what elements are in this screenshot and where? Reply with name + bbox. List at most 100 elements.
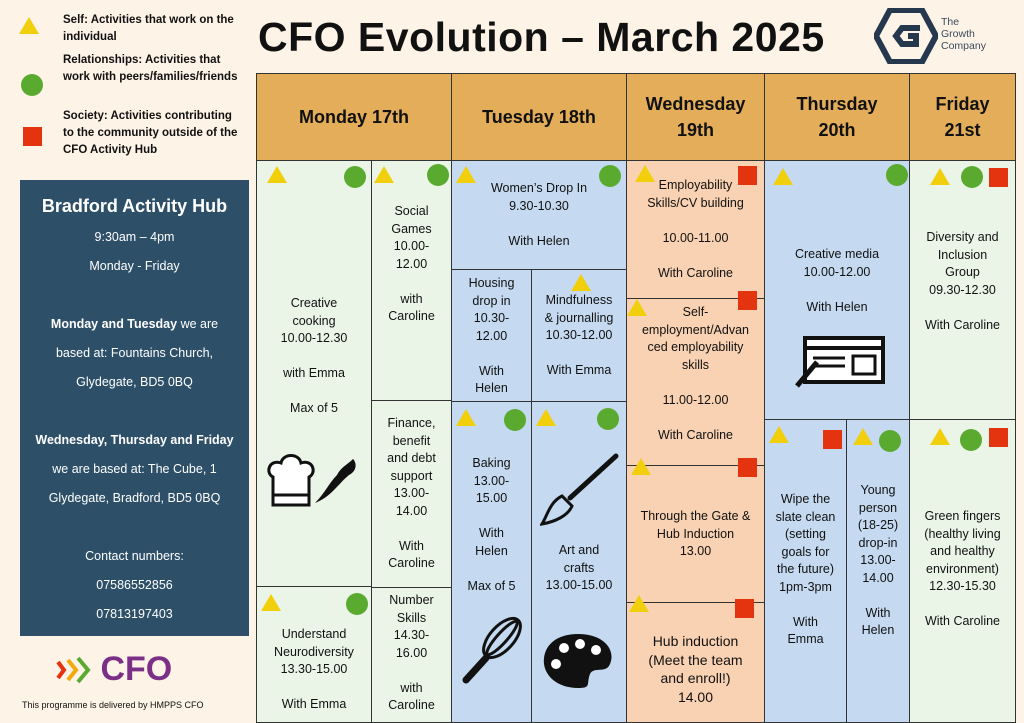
- hub-wtf-title: Wednesday, Thursday and Friday: [35, 433, 234, 447]
- session-line: Employability: [658, 178, 733, 192]
- session-text: Women’s Drop In 9.30-10.30 With Helen: [452, 180, 626, 250]
- web-design-icon: [795, 336, 885, 388]
- session-line: Baking: [472, 456, 511, 470]
- header-friday: Friday 21st: [909, 73, 1016, 161]
- session-line: 13.00-15.00: [545, 578, 613, 592]
- session-baking: Baking 13.00- 15.00 With Helen Max of 5: [451, 401, 532, 723]
- session-line: person: [858, 500, 898, 515]
- session-line: [910, 299, 1015, 317]
- session-neurodiversity: Understand Neurodiversity 13.30-15.00 With…: [256, 586, 372, 723]
- paintbrush-icon: [540, 453, 619, 526]
- session-line: Helen: [475, 543, 508, 558]
- session-line: [627, 247, 764, 265]
- session-line: Finance,: [387, 416, 436, 430]
- session-text: Self-employment/Advan ced employability sk…: [627, 304, 764, 444]
- session-line: 10.00-12.30: [280, 331, 348, 345]
- session-text: Understand Neurodiversity 13.30-15.00 With…: [257, 626, 371, 714]
- whisk-icon: [462, 616, 522, 684]
- chef-hat-chilli-icon: [267, 454, 356, 507]
- session-line: 15.00: [475, 491, 508, 505]
- session-text: Creative media 10.00-12.00 With Helen: [765, 246, 909, 316]
- header-thursday: Thursday 20th: [764, 73, 910, 161]
- session-text: Employability Skills/CV building 10.00-11…: [627, 177, 764, 282]
- session-line: environment): [926, 561, 999, 576]
- paint-palette-icon: [543, 634, 612, 688]
- session-line: Inclusion: [937, 247, 988, 262]
- session-art-and-crafts: Art and crafts 13.00-15.00: [531, 401, 627, 723]
- session-line: [452, 560, 531, 578]
- session-finance-support: Finance, benefit and debt support 13.00- 14.0…: [371, 400, 452, 588]
- session-diversity-inclusion: Diversity and Inclusion Group 09.30-12.30 W…: [909, 160, 1016, 420]
- session-line: Helen: [861, 623, 895, 637]
- header-wednesday: Wednesday 19th: [626, 73, 765, 161]
- session-line: 10.00-12.00: [803, 264, 871, 279]
- hub-wtf-line2: we are based at: The Cube, 1: [52, 462, 217, 476]
- header-tuesday: Tuesday 18th: [451, 73, 627, 161]
- session-line: Neurodiversity: [274, 644, 354, 659]
- session-wipe-the-slate: Wipe the slate clean (setting goals for the …: [764, 419, 847, 723]
- legend-society: Society: Activities contributing to the …: [63, 110, 238, 156]
- session-line: [627, 409, 764, 427]
- session-line: Group: [945, 265, 980, 279]
- session-employability-skills: Employability Skills/CV building 10.00-11…: [626, 160, 765, 299]
- session-line: Caroline: [388, 309, 435, 323]
- session-line: 13.00-: [473, 473, 510, 488]
- session-line: 10.30-12.00: [545, 328, 613, 342]
- phone-2[interactable]: 07813197403: [96, 607, 173, 621]
- phone-1[interactable]: 07586552856: [96, 578, 173, 592]
- session-line: with: [400, 680, 423, 695]
- session-young-person: Young person (18-25) drop-in 13.00- 14.00 Wit…: [846, 419, 910, 723]
- session-line: employment/Advan: [641, 322, 749, 337]
- session-social-games: Social Games 10.00- 12.00 with Caroline: [371, 160, 452, 401]
- session-line: Creative media: [794, 247, 880, 261]
- session-line: and healthy: [930, 544, 995, 558]
- contact-label: Contact numbers:: [85, 549, 184, 563]
- session-line: [532, 345, 626, 363]
- session-line: With Helen: [806, 299, 868, 314]
- session-line: 9.30-10.30: [509, 198, 569, 213]
- session-line: 1pm-3pm: [779, 579, 832, 594]
- hub-days: Monday - Friday: [89, 259, 180, 273]
- hub-hours: 9:30am – 4pm: [94, 230, 175, 244]
- header-monday: Monday 17th: [256, 73, 452, 161]
- session-text: Through the Gate & Hub Induction 13.00: [627, 508, 764, 561]
- session-line: [910, 596, 1015, 614]
- session-line: Understand: [281, 627, 347, 641]
- session-line: crafts: [563, 560, 595, 575]
- session-line: skills: [681, 357, 710, 372]
- session-line: [452, 215, 626, 233]
- session-line: 13.00-: [860, 553, 896, 567]
- session-line: and debt: [387, 451, 436, 465]
- session-line: [627, 212, 764, 230]
- session-line: 14.00: [677, 688, 714, 705]
- hub-mt-line3: Glydegate, BD5 0BQ: [76, 375, 193, 389]
- session-line: with: [400, 291, 423, 306]
- session-line: 14.30-: [393, 628, 430, 642]
- session-line: (setting: [785, 527, 826, 541]
- page-title: CFO Evolution – March 2025: [258, 14, 825, 60]
- session-line: Housing: [468, 276, 515, 290]
- cfo-chevrons-icon: [56, 656, 91, 683]
- session-text: Mindfulness & journalling 10.30-12.00 With…: [532, 292, 626, 380]
- session-text: Hub induction (Meet the team and enroll!) 1…: [627, 632, 764, 706]
- session-hub-induction: Hub induction (Meet the team and enroll!) 1…: [626, 595, 765, 723]
- session-line: Women’s Drop In: [490, 181, 588, 195]
- hub-wtf-line3: Glydegate, Bradford, BD5 0BQ: [48, 491, 221, 505]
- session-through-the-gate: Through the Gate & Hub Induction 13.00: [626, 458, 765, 603]
- session-text: Number Skills 14.30- 16.00 with Caroline: [372, 592, 451, 715]
- session-line: 12.30-15.30: [929, 579, 996, 593]
- session-number-skills: Number Skills 14.30- 16.00 with Caroline: [371, 587, 452, 723]
- growth-company-name: The Growth Company: [941, 16, 986, 52]
- session-line: [452, 508, 531, 526]
- session-green-fingers: Green fingers (healthy living and healthy e…: [909, 419, 1016, 723]
- session-line: 10.00-11.00: [662, 230, 729, 245]
- session-line: [765, 281, 909, 299]
- session-line: [257, 348, 371, 366]
- self-triangle-icon: [19, 17, 39, 34]
- session-text: Art and crafts 13.00-15.00: [532, 542, 626, 595]
- session-line: [627, 374, 764, 392]
- session-line: Diversity and: [926, 230, 999, 244]
- hub-info-panel: Bradford Activity Hub 9:30am – 4pm Monda…: [20, 180, 249, 636]
- session-line: Art and: [558, 543, 600, 557]
- session-line: 14.00: [395, 503, 428, 518]
